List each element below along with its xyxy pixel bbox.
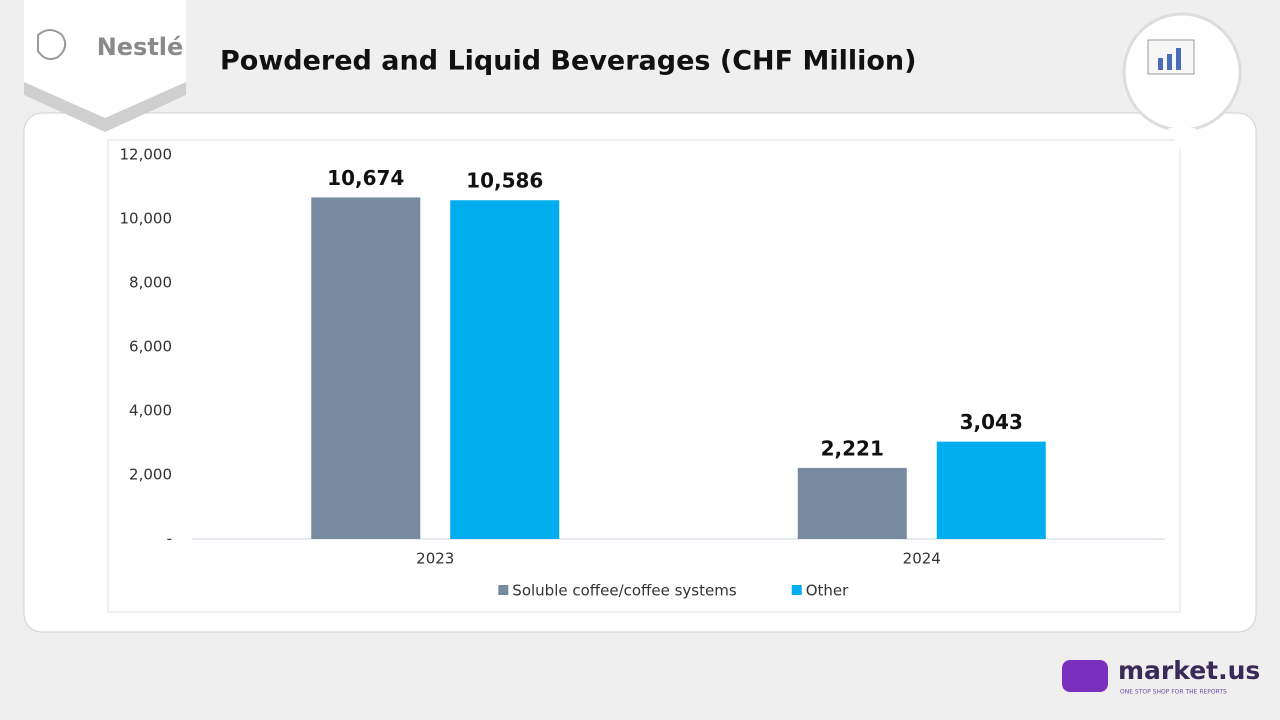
- x-tick-label: 2023: [416, 550, 454, 568]
- legend-swatch: [791, 585, 802, 595]
- y-tick-label: 8,000: [129, 274, 172, 292]
- site-tagline: ONE STOP SHOP FOR THE REPORTS: [1120, 689, 1227, 696]
- site-name: market.us: [1118, 656, 1260, 685]
- y-tick-label: 6,000: [129, 338, 172, 356]
- logo-icon: [37, 29, 67, 60]
- logo-text: Nestlé: [97, 33, 184, 61]
- illustration-bar: [1158, 58, 1163, 70]
- value-label: 10,674: [327, 166, 404, 190]
- y-tick-label: 2,000: [129, 466, 172, 484]
- bar: [936, 441, 1046, 539]
- value-label: 10,586: [466, 169, 543, 193]
- bar: [450, 200, 560, 540]
- illustration-pin: [1168, 128, 1196, 152]
- chart-title: Powdered and Liquid Beverages (CHF Milli…: [220, 46, 916, 77]
- site-logo-icon: [1062, 660, 1108, 692]
- legend-swatch: [498, 585, 509, 595]
- logo-banner: [24, 0, 186, 118]
- y-tick-label: 4,000: [129, 402, 172, 420]
- bar: [311, 197, 421, 539]
- illustration-bar: [1176, 48, 1181, 70]
- plot-frame: [107, 139, 1181, 613]
- x-tick-label: 2024: [903, 550, 941, 568]
- y-tick-label: 12,000: [120, 146, 173, 164]
- illustration-bar: [1167, 54, 1172, 70]
- y-tick-label: 10,000: [120, 210, 173, 228]
- legend-label: Soluble coffee/coffee systems: [512, 582, 737, 600]
- legend-label: Other: [806, 582, 849, 600]
- value-label: 2,221: [821, 436, 884, 460]
- bar: [797, 467, 907, 539]
- y-tick-label: -: [167, 530, 172, 548]
- value-label: 3,043: [960, 410, 1023, 434]
